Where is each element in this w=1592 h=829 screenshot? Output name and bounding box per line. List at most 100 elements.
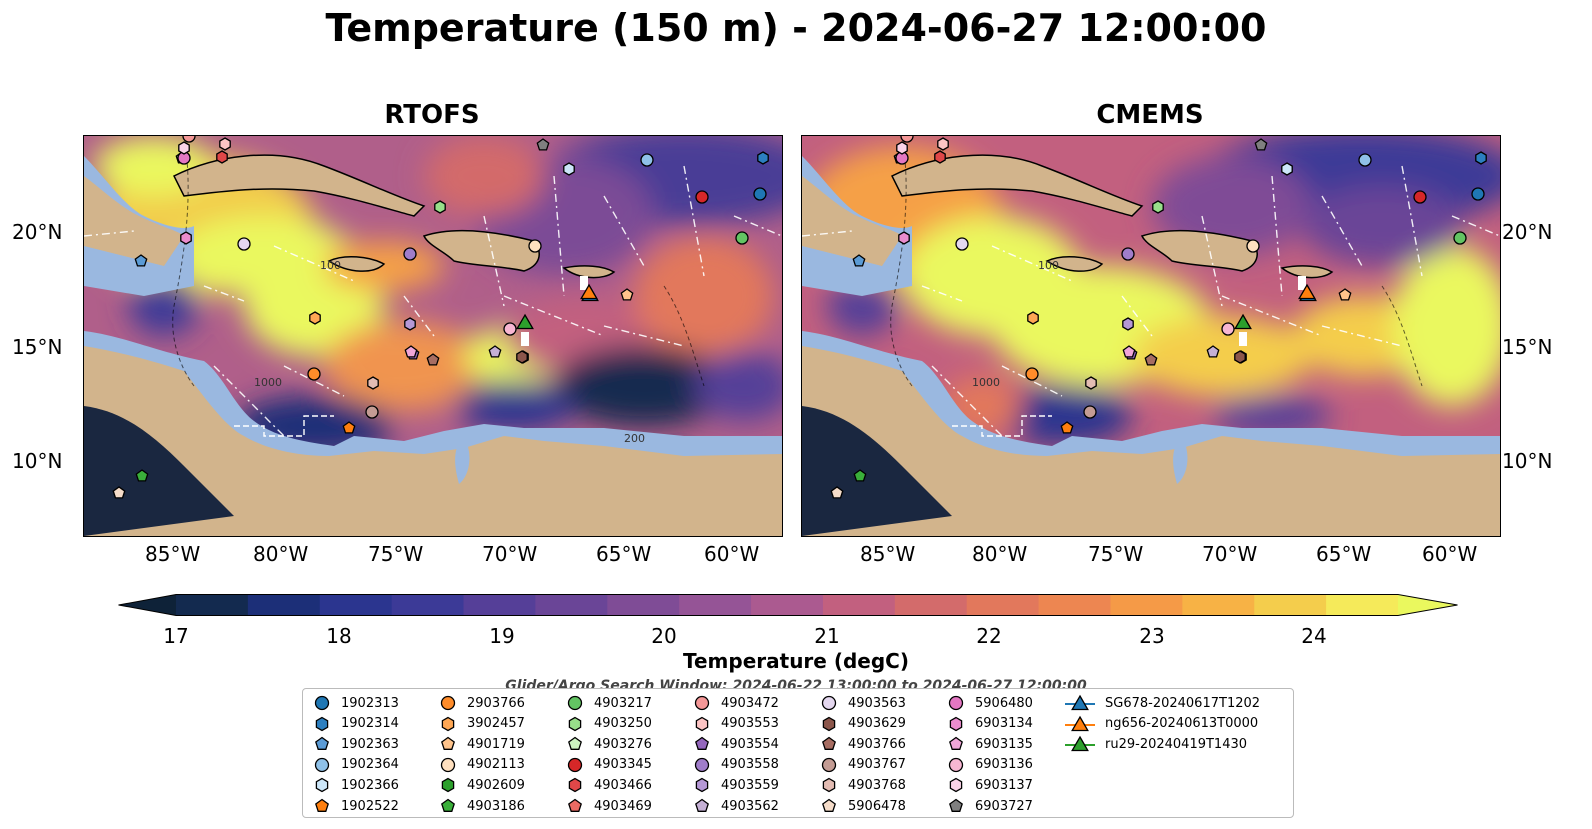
legend-item: 4903767: [820, 755, 906, 775]
legend-label: 1902314: [341, 716, 399, 732]
float-marker: [1144, 353, 1158, 366]
float-marker: [516, 350, 528, 364]
float-marker: [563, 162, 575, 176]
legend-label: 4903558: [721, 757, 779, 773]
float-marker: [1413, 190, 1427, 204]
legend-label: 1902364: [341, 757, 399, 773]
lon-label: 60°W: [704, 542, 760, 566]
colorbar-tick: 17: [163, 624, 189, 648]
legend-label: 6903135: [975, 736, 1033, 752]
legend-marker-icon: [695, 736, 709, 751]
legend-label: 4903466: [594, 777, 652, 793]
colorbar-extend-high: [1398, 594, 1458, 616]
legend-marker-icon: [1065, 735, 1095, 752]
colorbar-tick: 23: [1139, 624, 1165, 648]
lon-label: 65°W: [596, 542, 652, 566]
float-marker: [1281, 162, 1293, 176]
legend-marker-icon: [949, 736, 963, 751]
legend-label: 4903559: [721, 777, 779, 793]
contour-label: 1000: [972, 376, 1000, 389]
legend-marker-icon: [822, 716, 836, 731]
legend-item: 4903345: [566, 755, 652, 775]
float-marker: [404, 345, 418, 358]
lon-label: 60°W: [1422, 542, 1478, 566]
contour-label: 1000: [254, 376, 282, 389]
legend-marker-icon: [694, 695, 710, 711]
legend-label: ng656-20240613T0000: [1105, 716, 1259, 732]
colorbar-segment: [1038, 594, 1111, 616]
legend-marker-icon: [315, 736, 329, 751]
float-marker: [307, 367, 321, 381]
float-marker: [900, 136, 914, 143]
lat-label-10n-left: 10°N: [12, 449, 63, 473]
legend-marker-icon: [822, 736, 836, 751]
figure-title: Temperature (150 m) - 2024-06-27 12:00:0…: [325, 6, 1267, 50]
legend-label: 4903629: [848, 716, 906, 732]
legend-marker-icon: [315, 798, 329, 812]
legend-label: 1902366: [341, 777, 399, 793]
colorbar-segment: [319, 594, 393, 616]
float-marker: [1121, 247, 1135, 261]
float-marker: [178, 141, 190, 155]
float-marker: [182, 136, 196, 143]
lon-label: 75°W: [368, 542, 424, 566]
legend-label: 4903217: [594, 695, 652, 711]
colorbar-segment: [751, 594, 824, 616]
legend-item: 4903559: [693, 775, 779, 795]
legend-marker-icon: [567, 757, 583, 772]
legend-item: ru29-20240419T1430: [1065, 734, 1247, 754]
legend-marker-icon: [314, 757, 330, 772]
legend-item: 1902522: [313, 796, 399, 816]
float-marker: [735, 231, 749, 245]
float-marker: [1083, 405, 1097, 419]
lon-label: 65°W: [1316, 542, 1372, 566]
legend-marker-icon: [314, 695, 330, 711]
colorbar-segment: [679, 594, 752, 616]
legend-item: ng656-20240613T0000: [1065, 714, 1258, 734]
legend-item: 4903553: [693, 714, 779, 734]
legend-item: 4903466: [566, 775, 652, 795]
legend-item: 4901719: [439, 734, 525, 754]
legend-label: 4903553: [721, 716, 779, 732]
colorbar-segment: [176, 594, 249, 616]
glider-track: [580, 276, 588, 290]
legend-item: 1902314: [313, 714, 399, 734]
legend-item: 4902609: [439, 775, 525, 795]
legend-item: 6903136: [947, 755, 1033, 775]
float-marker: [896, 141, 908, 155]
legend-marker-icon: [568, 716, 582, 731]
legend-item: 3902457: [439, 714, 525, 734]
glider-marker: [1234, 313, 1252, 330]
legend-marker-icon: [441, 798, 455, 812]
float-marker: [695, 190, 709, 204]
legend-item: 6903135: [947, 734, 1033, 754]
legend-label: 4903276: [594, 736, 652, 752]
float-marker: [237, 237, 251, 251]
legend-item: 4903276: [566, 734, 652, 754]
legend-marker-icon: [440, 757, 456, 772]
colorbar-segment: [607, 594, 680, 616]
legend-item: 1902313: [313, 693, 399, 713]
legend-label: 2903766: [467, 695, 525, 711]
colorbar-tick: 18: [326, 624, 352, 648]
legend-item: 4903558: [693, 755, 779, 775]
legend-label: 4903469: [594, 798, 652, 814]
legend-item: 6903727: [947, 796, 1033, 816]
colorbar-segment: [247, 594, 321, 616]
colorbar-segment: [966, 594, 1040, 616]
legend-item: 4903768: [820, 775, 906, 795]
legend-label: 4901719: [467, 736, 525, 752]
legend-label: 3902457: [467, 716, 525, 732]
legend-item: 2903766: [439, 693, 525, 713]
float-marker: [955, 237, 969, 251]
legend-label: 6903727: [975, 798, 1033, 814]
lat-label-15n-right: 15°N: [1502, 335, 1553, 359]
legend-marker-icon: [1065, 715, 1095, 731]
legend-label: 4903554: [721, 736, 779, 752]
lat-label-20n-left: 20°N: [12, 220, 63, 244]
float-marker: [403, 247, 417, 261]
float-marker: [216, 150, 228, 164]
float-marker: [488, 345, 502, 358]
contour-label: 100: [1038, 259, 1059, 272]
legend-item: 4903563: [820, 693, 906, 713]
